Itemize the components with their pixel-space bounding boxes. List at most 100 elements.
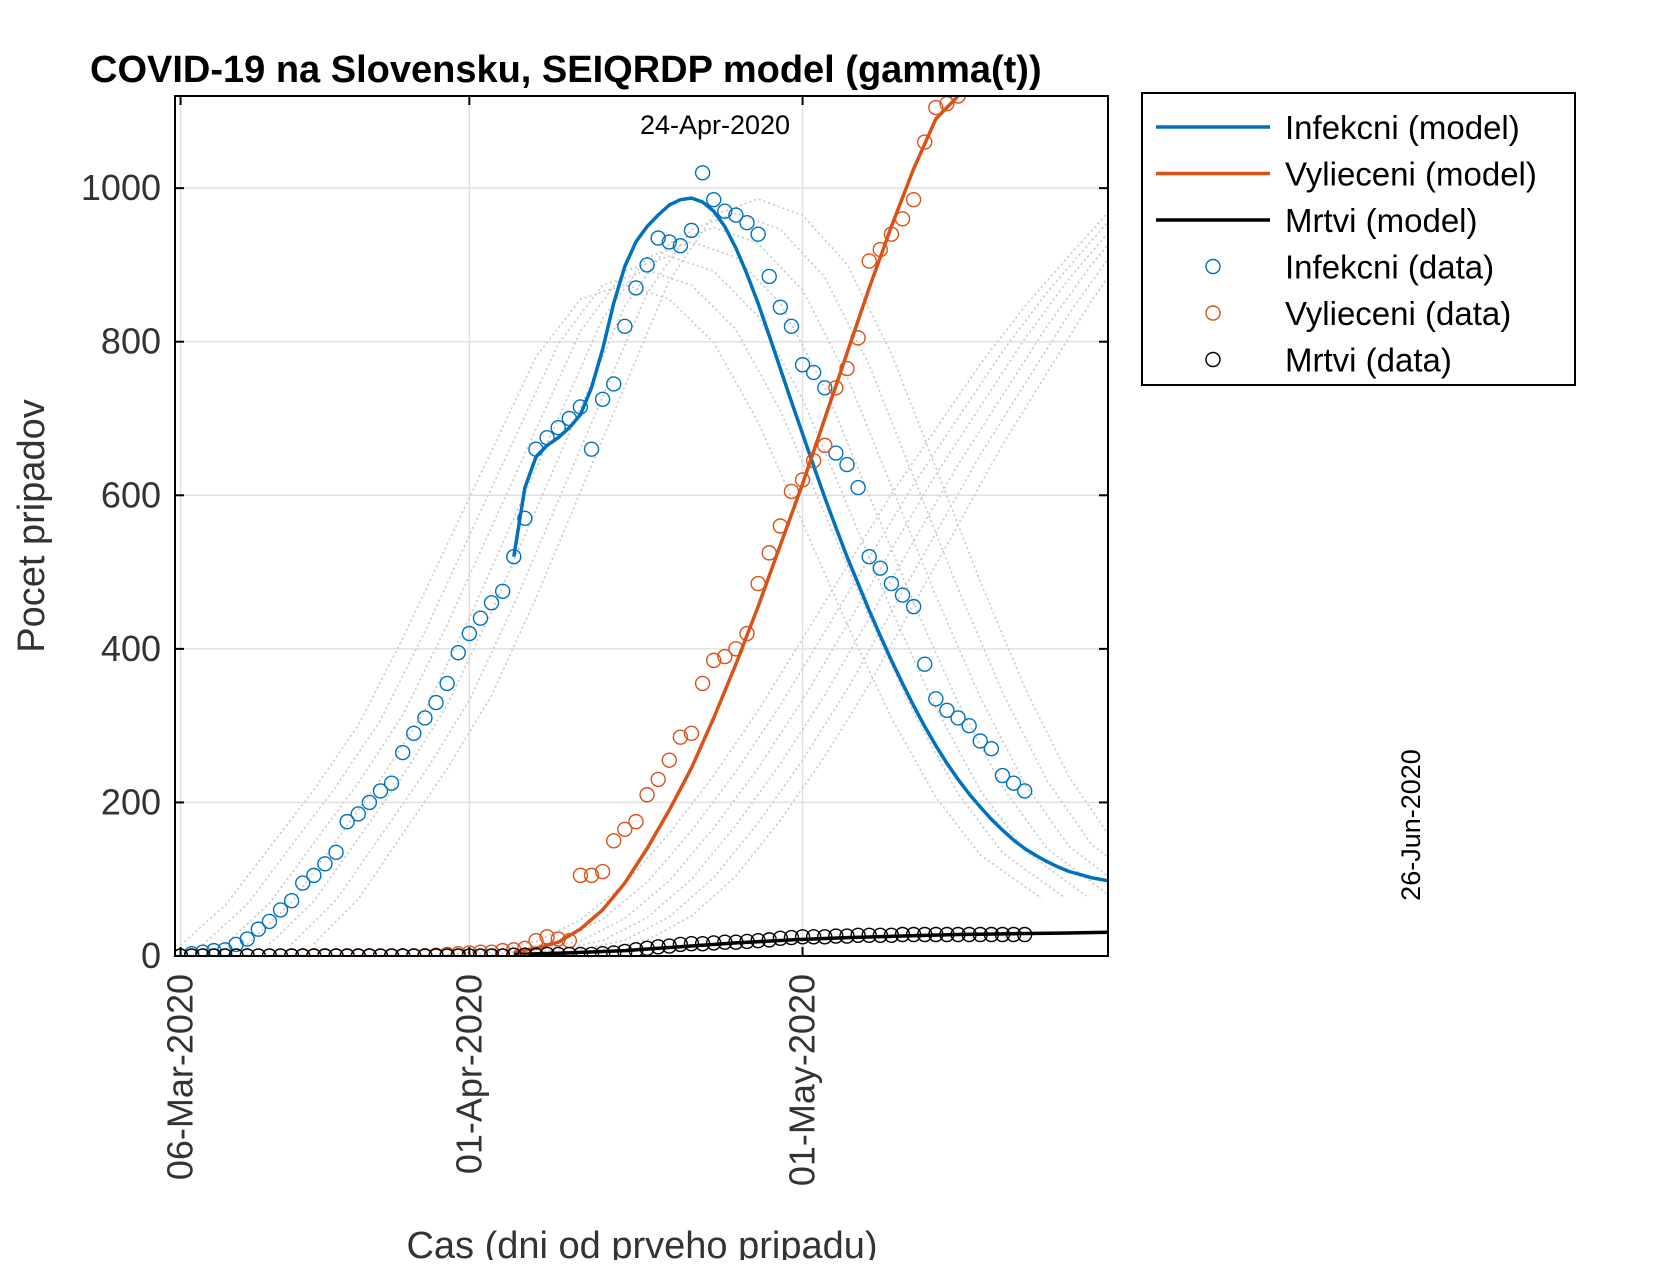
data-point-2 (472, 948, 489, 956)
data-point-0 (883, 575, 900, 592)
ensemble-run-infected (268, 226, 1108, 945)
data-point-1 (572, 867, 589, 884)
data-point-2 (839, 928, 855, 944)
data-point-0 (928, 691, 944, 707)
ensemble-run-recovered (558, 275, 1108, 956)
data-point-0 (994, 767, 1011, 784)
data-point-0 (783, 318, 800, 335)
data-point-2 (794, 929, 811, 945)
data-point-1 (839, 360, 855, 377)
data-point-0 (317, 856, 333, 872)
x-tick-label: 01-May-2020 (782, 974, 823, 1186)
data-point-0 (750, 226, 766, 242)
data-point-2 (383, 948, 400, 956)
data-point-0 (494, 583, 511, 599)
ensemble-run-infected (202, 269, 1065, 946)
data-point-2 (239, 948, 255, 956)
data-point-2 (694, 936, 711, 952)
legend-marker-swatch (1205, 351, 1221, 368)
data-point-1 (872, 241, 889, 258)
data-point-1 (594, 863, 611, 880)
data-point-1 (894, 211, 911, 227)
data-point-0 (794, 357, 811, 373)
data-point-0 (472, 610, 489, 626)
model-line-0 (512, 196, 1108, 883)
ensemble-run-recovered (491, 231, 1108, 956)
data-point-0 (539, 429, 555, 446)
data-point-0 (461, 625, 478, 642)
data-point-0 (506, 549, 522, 565)
data-point-0 (683, 222, 700, 239)
data-point-2 (261, 948, 278, 956)
data-point-1 (639, 787, 655, 803)
side-date-annotation: 26-Jun-2020 (1396, 749, 1426, 901)
data-point-0 (972, 733, 988, 749)
data-point-2 (628, 942, 644, 956)
data-point-2 (394, 948, 411, 956)
data-point-0 (772, 299, 789, 315)
x-tick-label: 06-Mar-2020 (160, 974, 201, 1180)
legend-label: Vylieceni (data) (1285, 295, 1511, 332)
data-point-0 (261, 913, 278, 930)
data-point-0 (428, 694, 444, 711)
data-point-2 (917, 926, 933, 943)
data-point-0 (283, 893, 300, 909)
data-point-0 (239, 931, 255, 947)
x-tick-label: 01-Apr-2020 (448, 974, 489, 1174)
data-point-2 (228, 948, 244, 956)
legend: Infekcni (model) Vylieceni (model) Mrtvi (… (1141, 92, 1576, 386)
data-point-1 (817, 437, 833, 454)
data-point-0 (406, 725, 422, 742)
data-point-1 (539, 929, 555, 945)
data-point-2 (961, 926, 977, 943)
data-point-1 (717, 648, 733, 665)
data-point-2 (450, 948, 466, 956)
data-point-0 (272, 902, 289, 918)
data-point-2 (183, 948, 200, 956)
data-point-2 (739, 933, 755, 950)
data-point-0 (628, 280, 644, 296)
data-point-2 (417, 948, 433, 956)
data-point-1 (783, 483, 800, 500)
data-point-1 (661, 752, 677, 768)
ensemble-run-recovered (469, 220, 1108, 956)
data-point-0 (450, 644, 466, 661)
data-point-2 (994, 926, 1011, 943)
data-point-1 (861, 253, 877, 269)
data-point-0 (805, 364, 822, 381)
data-point-0 (617, 318, 633, 335)
data-point-0 (639, 257, 655, 273)
data-point-2 (650, 939, 666, 955)
ensemble-run-recovered (447, 212, 1108, 956)
data-point-1 (805, 453, 822, 469)
data-point-0 (572, 399, 589, 415)
data-point-0 (328, 844, 344, 861)
data-point-2 (272, 948, 289, 956)
data-point-0 (872, 560, 889, 576)
data-point-2 (683, 936, 700, 952)
data-point-2 (339, 948, 355, 956)
data-point-2 (361, 948, 378, 956)
data-point-1 (583, 867, 600, 884)
data-point-2 (350, 948, 366, 956)
data-point-0 (606, 376, 622, 392)
data-point-0 (839, 456, 855, 473)
y-axis-label: Pocet pripadov (11, 399, 53, 653)
data-point-2 (705, 935, 722, 951)
ensemble-layer (180, 198, 1108, 956)
data-point-1 (628, 813, 644, 830)
data-point-2 (428, 948, 444, 956)
data-point-2 (606, 945, 622, 956)
data-point-2 (328, 948, 344, 956)
data-point-2 (583, 946, 600, 956)
ensemble-run-infected (180, 283, 1042, 946)
legend-label: Infekcni (model) (1285, 109, 1520, 146)
data-point-0 (694, 165, 711, 181)
data-point-1 (750, 575, 766, 592)
data-point-2 (195, 948, 211, 956)
data-point-1 (794, 472, 811, 488)
data-point-1 (606, 833, 622, 849)
y-tick-label: 600 (101, 474, 161, 515)
model-line-2 (513, 930, 1108, 956)
